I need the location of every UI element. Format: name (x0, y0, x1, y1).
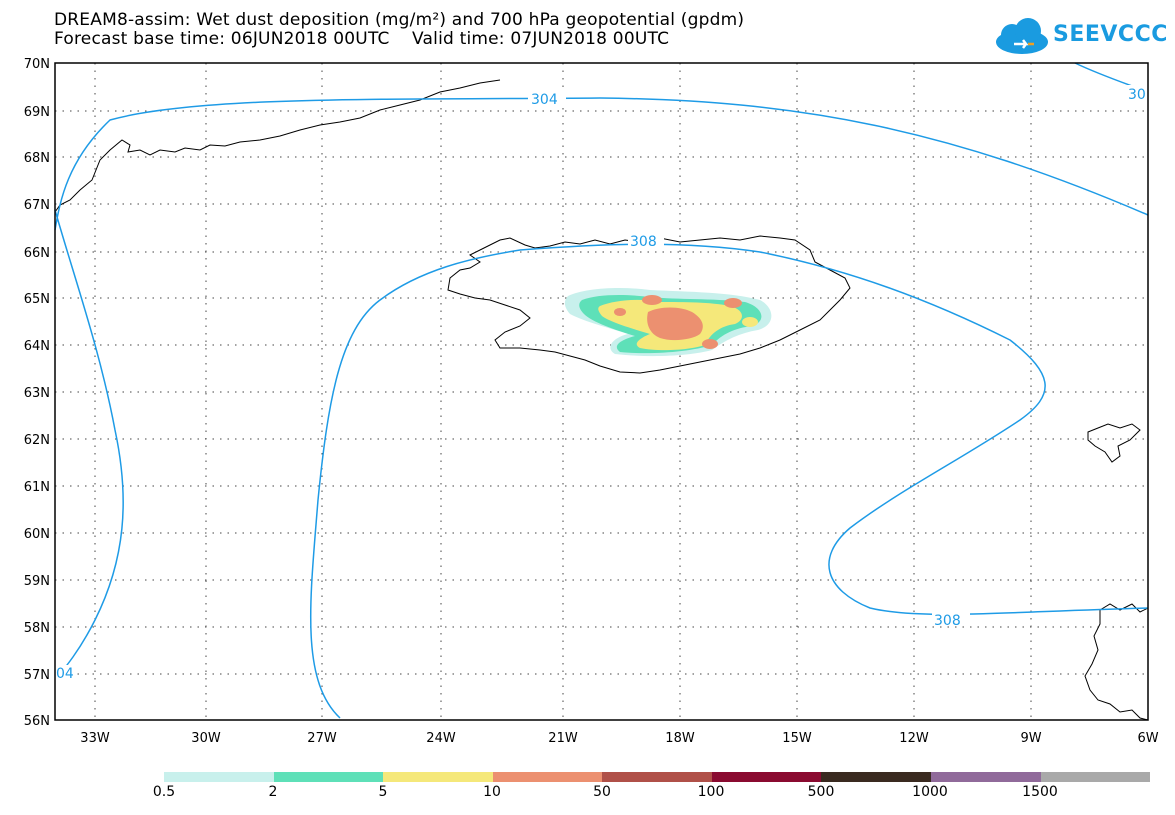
legend-label: 0.5 (152, 784, 176, 800)
dust-patch (702, 339, 718, 349)
logo-text: SEEVCCC (1053, 22, 1168, 47)
chart-title: DREAM8-assim: Wet dust deposition (mg/m²… (54, 10, 745, 30)
lon-label: 21W (548, 731, 578, 746)
scotland-coast (1084, 603, 1149, 721)
dust-deposition-field (564, 288, 772, 357)
lon-label: 15W (782, 731, 812, 746)
lat-label: 58N (24, 621, 50, 636)
chart-subtitle: Forecast base time: 06JUN2018 00UTC Vali… (54, 29, 670, 49)
lon-label: 30W (191, 731, 221, 746)
lat-label: 65N (24, 292, 50, 307)
dust-patch (742, 317, 758, 327)
lat-label: 69N (24, 105, 50, 120)
lat-label: 67N (24, 198, 50, 213)
legend-label: 500 (807, 784, 835, 800)
contour-304 (54, 97, 1149, 231)
legend-swatch (711, 772, 822, 782)
legend-swatch (273, 772, 384, 782)
contour-label: 304 (531, 92, 558, 108)
contour-labels: 304 308 308 30 04 (55, 85, 1148, 682)
lat-label: 59N (24, 574, 50, 589)
lat-label: 57N (24, 668, 50, 683)
lat-label: 60N (24, 527, 50, 542)
greenland-coast (54, 79, 501, 213)
dust-patch (614, 308, 626, 316)
contour-304-left (54, 209, 124, 681)
lon-label: 12W (899, 731, 929, 746)
lat-labels: 70N 69N 68N 67N 66N 65N 64N 63N 62N 61N … (24, 57, 50, 729)
dust-patch (640, 340, 652, 348)
gridlines (55, 63, 1148, 720)
contour-label: 308 (934, 613, 961, 629)
legend-label: 100 (697, 784, 725, 800)
faroe-coast (1087, 423, 1141, 463)
dust-patch (642, 295, 662, 305)
legend-label: 1500 (1022, 784, 1058, 800)
lat-label: 61N (24, 480, 50, 495)
coastlines (54, 79, 1149, 721)
lon-label: 33W (80, 731, 110, 746)
legend-label: 10 (483, 784, 501, 800)
map-frame (54, 62, 1149, 721)
contour-label: 308 (630, 234, 657, 250)
lat-label: 63N (24, 386, 50, 401)
lat-label: 64N (24, 339, 50, 354)
contour-label: 04 (56, 666, 74, 682)
legend-label: 2 (268, 784, 278, 800)
lon-labels: 33W 30W 27W 24W 21W 18W 15W 12W 9W 6W (80, 731, 1158, 746)
lon-label: 6W (1137, 731, 1158, 746)
cloud-icon (996, 18, 1048, 54)
contour-308 (309, 243, 1149, 719)
contour-label: 30 (1128, 87, 1146, 103)
legend-swatch (1040, 772, 1151, 782)
legend-label: 1000 (912, 784, 948, 800)
geopotential-contours (54, 62, 1149, 719)
legend-swatch (492, 772, 603, 782)
lat-label: 66N (24, 246, 50, 261)
lon-label: 24W (426, 731, 456, 746)
lon-label: 18W (665, 731, 695, 746)
legend-swatch (383, 772, 493, 782)
lon-label: 27W (307, 731, 337, 746)
legend-label: 5 (378, 784, 388, 800)
color-legend (164, 772, 1151, 782)
legend-swatch (821, 772, 931, 782)
dust-patch (724, 298, 742, 308)
legend-swatch (930, 772, 1041, 782)
legend-swatch (164, 772, 274, 782)
dust-contour-10 (647, 307, 703, 341)
lat-label: 62N (24, 433, 50, 448)
legend-label: 50 (593, 784, 611, 800)
lon-label: 9W (1020, 731, 1041, 746)
lat-label: 68N (24, 151, 50, 166)
legend-swatch (602, 772, 712, 782)
lat-label: 70N (24, 57, 50, 72)
iceland-coast (447, 235, 851, 374)
lat-label: 56N (24, 714, 50, 729)
